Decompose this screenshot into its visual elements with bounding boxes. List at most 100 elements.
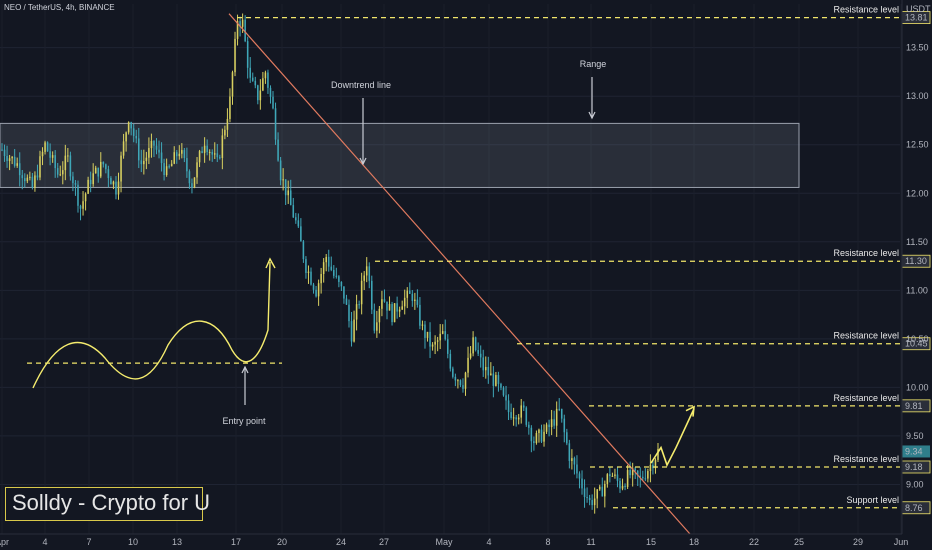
candle-body [208,152,211,154]
level-price-label: 11.30 [905,256,927,266]
candle-body [426,331,429,338]
candle-body [535,433,538,444]
candle-body [348,304,350,322]
y-tick-label: 13.50 [906,43,929,53]
candle-body [358,304,360,306]
price-grid [0,4,902,534]
candle-body [8,158,11,161]
candle-body [588,497,591,501]
candle-body [67,155,69,157]
candle-body [183,150,186,159]
candle-body [371,280,373,310]
y-tick-label: 9.00 [906,479,924,489]
candle-body [160,152,163,164]
x-tick-label: 15 [646,537,656,547]
candle-body [558,408,561,410]
candle-body [211,152,214,155]
candle-body [482,357,485,371]
candle-body [500,383,502,388]
candle-body [497,375,500,384]
candle-body [593,498,596,506]
candle-body [345,298,348,305]
candle-body [416,299,419,305]
candle-body [259,90,262,101]
candle-body [51,155,54,158]
x-tick-label: 4 [486,537,491,547]
candle-body [553,419,555,426]
candle-body [490,373,492,376]
candle-body [315,289,317,297]
candle-body [188,171,191,184]
candle-body [21,175,24,179]
candle-body [11,156,13,159]
candle-body [87,179,89,194]
candle-body [624,485,626,487]
candle-body [305,259,307,273]
x-tick-label: 18 [689,537,699,547]
level-label: Resistance level [833,331,899,341]
range-zone [0,122,800,188]
candle-body [219,157,221,159]
candle-body [231,72,234,97]
annotations: Range Downtrend line Entry point [27,59,695,468]
candle-body [262,78,264,91]
downtrend-line-path [228,13,691,535]
candle-body [175,152,178,157]
candle-body [578,473,581,479]
candle-body [327,256,330,267]
candle-body [492,373,495,386]
candle-body [401,306,403,310]
candle-body [598,486,601,490]
candle-body [469,353,472,358]
downtrend-label: Downtrend line [331,80,391,90]
range-arrow-head [588,111,596,120]
candle-body [251,77,254,81]
x-tick-label: 24 [336,537,346,547]
x-tick-label: 8 [545,537,550,547]
candle-body [18,163,21,176]
candle-body [300,226,302,242]
x-tick-label: 7 [86,537,91,547]
candle-body [246,41,249,68]
candle-body [533,441,535,444]
candle-body [155,145,158,150]
candle-body [355,304,358,320]
current-price-tag [902,445,930,458]
candle-body [609,474,611,477]
price-levels: Resistance level 13.81 Resistance level 11.… [237,5,931,515]
candle-body [391,304,393,323]
level-price-label: 8.76 [905,503,923,513]
level-price-label: 13.81 [905,13,928,23]
time-axis[interactable]: Apr 4 7 10 13 17 20 24 27 May 4 8 11 15 18 22 25 29 Jun [0,533,932,550]
candle-body [642,476,644,479]
candle-body [512,417,515,419]
candle-body [444,331,447,340]
candle-body [29,176,31,178]
candle-body [193,177,196,188]
candle-body [297,220,300,227]
candle-body [257,85,259,101]
candle-body [224,129,226,136]
candle-body [44,142,46,152]
candle-body [196,162,198,178]
candle-body [320,273,322,284]
x-tick-label: May [435,537,453,547]
candle-body [601,486,604,497]
candle-body [122,141,125,156]
symbol-title: NEO / TetherUS, 4h, BINANCE [4,3,115,12]
price-axis[interactable]: USDT 9.00 9.50 10.00 10.50 11.00 11.50 12.00 12.… [901,0,931,534]
candle-body [234,38,236,73]
candle-body [31,176,34,188]
candle-body [282,179,284,181]
level-label: Resistance level [833,454,899,464]
projection-arrow [650,408,695,468]
candle-body [343,286,345,299]
candle-body [173,152,176,164]
candle-body [545,424,548,432]
candle-body [464,372,467,389]
candle-body [502,387,505,396]
candle-body [474,337,477,351]
candle-body [102,161,105,165]
